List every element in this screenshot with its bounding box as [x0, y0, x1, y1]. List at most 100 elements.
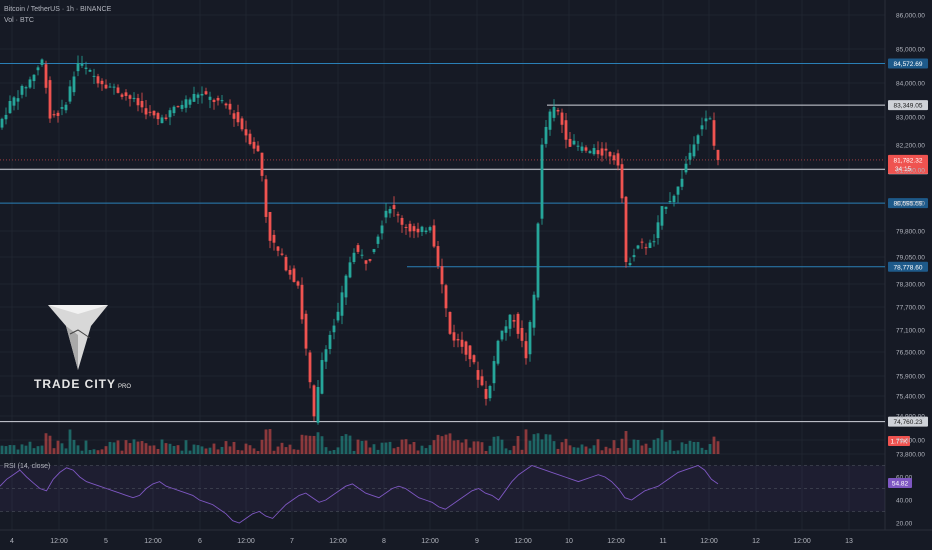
volume-bar [616, 448, 620, 454]
candle-body [408, 223, 412, 232]
volume-bar [120, 450, 124, 454]
volume-bar [556, 448, 560, 454]
volume-bar [240, 450, 244, 454]
volume-bar [528, 440, 532, 454]
candle-body [524, 341, 528, 359]
candle-body [712, 120, 716, 146]
current-price-box [888, 154, 928, 174]
volume-bar [504, 448, 508, 454]
candle-body [192, 93, 196, 102]
candle-body [672, 195, 676, 203]
time-tick-label: 11 [659, 538, 666, 545]
volume-bar [412, 441, 416, 454]
volume-bar [604, 446, 608, 454]
time-tick-label: 7 [290, 538, 294, 545]
candle-body [376, 236, 380, 244]
volume-bar [508, 450, 512, 454]
price-tick-label: 80,600.00 [896, 201, 925, 208]
volume-bar [88, 450, 92, 454]
candle-body [332, 325, 336, 333]
candle-body [68, 86, 72, 102]
volume-bar [348, 435, 352, 454]
volume-bar [212, 443, 216, 454]
volume-bar [64, 448, 68, 454]
volume-bar [552, 441, 556, 454]
candle-body [308, 352, 312, 383]
volume-bar [380, 442, 384, 454]
level-label-box [888, 58, 928, 69]
price-tick-label: 75,400.00 [896, 394, 925, 401]
time-tick-label: 9 [475, 538, 479, 545]
candle-body [420, 226, 424, 232]
candle-body [440, 266, 444, 285]
volume-bar [420, 445, 424, 454]
price-tick-label: 81,500.00 [896, 168, 925, 175]
candle-body [20, 85, 24, 95]
time-axis[interactable]: 4 12:00 5 12:00 6 12:00 7 12:00 8 12:00 9 12:00 10 12… [10, 538, 853, 545]
volume-bar [308, 435, 312, 454]
volume-bar [128, 443, 132, 454]
candle-body [292, 268, 296, 282]
candle-body [456, 339, 460, 341]
volume-bar [520, 449, 524, 454]
volume-bar [468, 447, 472, 454]
price-tick-label: 76,500.00 [896, 350, 925, 357]
time-tick-label: 12 [752, 538, 760, 545]
volume-bar [144, 443, 148, 454]
time-tick-label: 12:00 [793, 538, 811, 545]
time-tick-label: 12:00 [50, 538, 68, 545]
volume-bar [356, 439, 360, 454]
candle-body [52, 114, 56, 116]
candle-body [520, 327, 524, 341]
candle-body [600, 148, 604, 156]
level-label: 74,760.23 [894, 419, 923, 426]
volume-bar [68, 429, 72, 454]
volume-bar [316, 432, 320, 454]
candle-body [204, 91, 208, 95]
volume-bar [28, 441, 32, 454]
volume-bar [24, 445, 28, 454]
volume-bar [0, 445, 4, 454]
candle-body [312, 385, 316, 417]
volume-bar [76, 445, 80, 454]
volume-bar [404, 439, 408, 454]
volume-bar [596, 439, 600, 454]
volume-bar [188, 450, 192, 454]
volume-bar [272, 450, 276, 454]
volume-bar [276, 446, 280, 454]
candle-body [676, 186, 680, 195]
rsi-current-box [888, 477, 912, 488]
volume-label: Vol · BTC [4, 17, 34, 24]
volume-bar [580, 444, 584, 454]
volume-bar [628, 447, 632, 454]
candle-body [28, 79, 32, 88]
candle-body [44, 64, 48, 88]
time-tick-label: 12:00 [607, 538, 625, 545]
volume-bar [108, 441, 112, 454]
volume-bar [216, 449, 220, 454]
candle-body [492, 361, 496, 384]
volume-bar [568, 445, 572, 454]
volume-bar [256, 450, 260, 454]
volume-bar [692, 441, 696, 454]
current-price-label: 81,782.32 [894, 157, 923, 164]
candle-body [488, 385, 492, 399]
candle-body [316, 386, 320, 423]
volume-bar [624, 431, 628, 454]
volume-bar [584, 446, 588, 454]
volume-bar [500, 439, 504, 454]
volume-bar [336, 447, 340, 454]
candle-body [304, 313, 308, 349]
horizontal-levels[interactable]: 84,572.6983,349.0581,522.0180,595.5978,7… [0, 58, 928, 446]
candle-body [8, 101, 12, 114]
candle-body [540, 144, 544, 219]
volume-bar [684, 443, 688, 454]
rsi-tick-label: 40.00 [896, 498, 913, 505]
volume-bar [632, 439, 636, 454]
volume-bar [12, 445, 16, 454]
candle-body [464, 341, 468, 355]
price-axis[interactable]: 86,000.00 85,000.00 84,000.00 83,000.00 82,2… [896, 13, 925, 459]
candle-body [624, 196, 628, 263]
time-tick-label: 12:00 [237, 538, 255, 545]
